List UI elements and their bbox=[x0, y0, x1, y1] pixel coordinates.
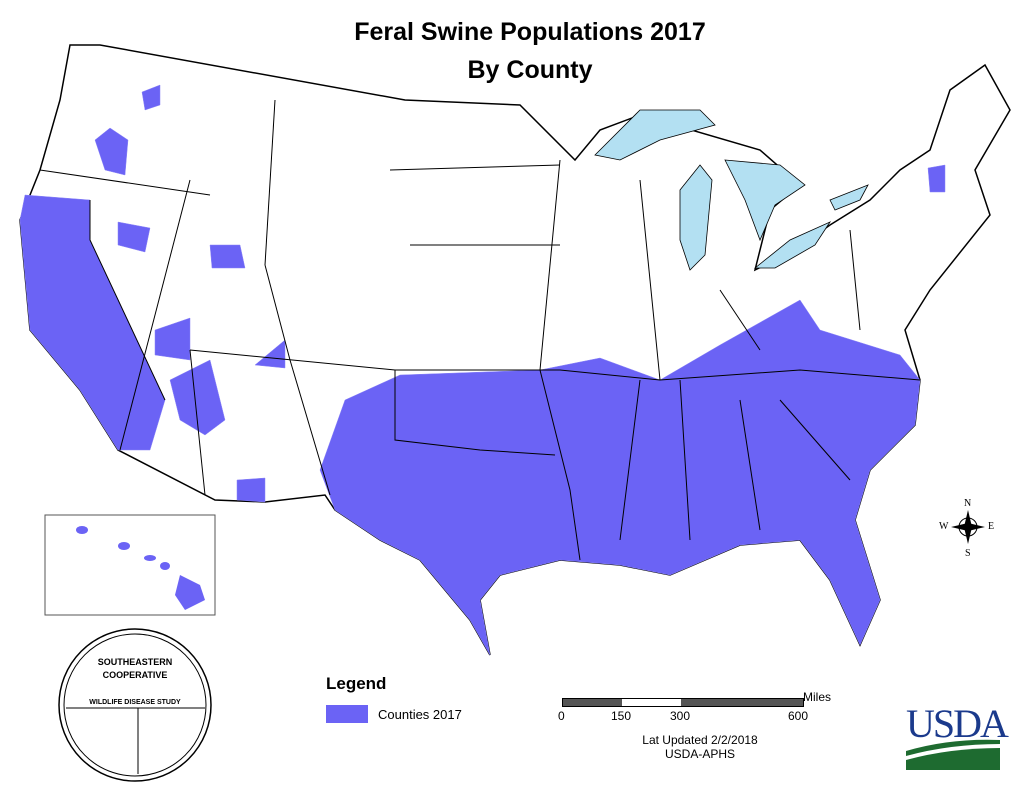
scale-tick: 150 bbox=[611, 709, 632, 723]
map-subtitle: By County bbox=[467, 56, 593, 84]
scale-bar bbox=[562, 698, 804, 707]
presence-arizona bbox=[169, 359, 226, 436]
svg-text:COOPERATIVE: COOPERATIVE bbox=[103, 670, 168, 680]
scale-tick: 0 bbox=[558, 709, 565, 723]
presence-south bbox=[319, 299, 921, 656]
lake-michigan bbox=[679, 164, 713, 271]
compass-s: S bbox=[965, 548, 971, 559]
last-updated: Lat Updated 2/2/2018 bbox=[642, 733, 758, 747]
secondary-logo: SOUTHEASTERN COOPERATIVE WILDLIFE DISEAS… bbox=[58, 628, 212, 782]
svg-text:SOUTHEASTERN: SOUTHEASTERN bbox=[98, 657, 173, 667]
svg-text:WILDLIFE DISEASE STUDY: WILDLIFE DISEASE STUDY bbox=[89, 699, 181, 706]
presence-washington bbox=[141, 84, 161, 111]
presence-utah bbox=[154, 317, 191, 361]
lake-huron bbox=[724, 159, 806, 242]
legend-item: Counties 2017 bbox=[326, 705, 462, 723]
scale-unit: Miles bbox=[803, 690, 832, 704]
presence-colorado bbox=[254, 339, 286, 369]
lake-ontario bbox=[829, 184, 869, 211]
scale-tick: 300 bbox=[670, 709, 691, 723]
compass-e: E bbox=[988, 521, 995, 532]
legend-title: Legend bbox=[326, 674, 387, 693]
lake-superior bbox=[594, 109, 716, 161]
compass-w: W bbox=[939, 521, 949, 532]
compass-n: N bbox=[964, 498, 972, 509]
compass-rose-icon bbox=[951, 510, 985, 544]
legend-swatch bbox=[326, 705, 368, 723]
source: USDA-APHS bbox=[664, 747, 735, 761]
map-title: Feral Swine Populations 2017 bbox=[354, 18, 706, 46]
lake-erie bbox=[753, 221, 832, 269]
state-boundaries bbox=[39, 99, 921, 561]
hawaii-islands bbox=[76, 526, 205, 610]
presence-nevada bbox=[117, 221, 151, 253]
scale-tick: 600 bbox=[788, 709, 809, 723]
presence-idaho bbox=[209, 244, 246, 269]
presence-areas bbox=[19, 84, 946, 656]
usda-logo-band bbox=[906, 739, 1000, 770]
legend-label: Counties 2017 bbox=[378, 706, 462, 722]
presence-vermont bbox=[927, 164, 946, 193]
presence-southaz bbox=[236, 477, 266, 503]
water-bodies bbox=[594, 109, 869, 271]
usda-logo: USDA bbox=[906, 701, 1009, 746]
presence-oregon bbox=[94, 127, 129, 176]
